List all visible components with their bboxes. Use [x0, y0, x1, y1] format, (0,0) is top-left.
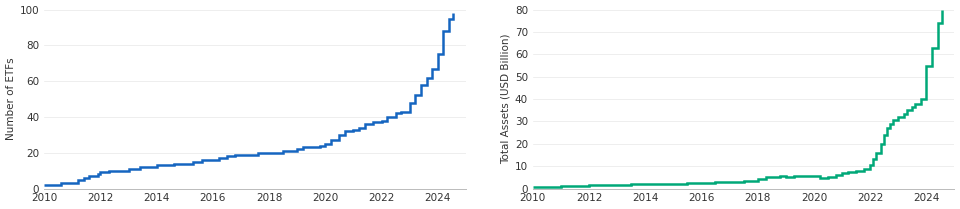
Y-axis label: Total Assets (USD Billion): Total Assets (USD Billion) — [500, 34, 511, 164]
Y-axis label: Number of ETFs: Number of ETFs — [6, 58, 15, 140]
